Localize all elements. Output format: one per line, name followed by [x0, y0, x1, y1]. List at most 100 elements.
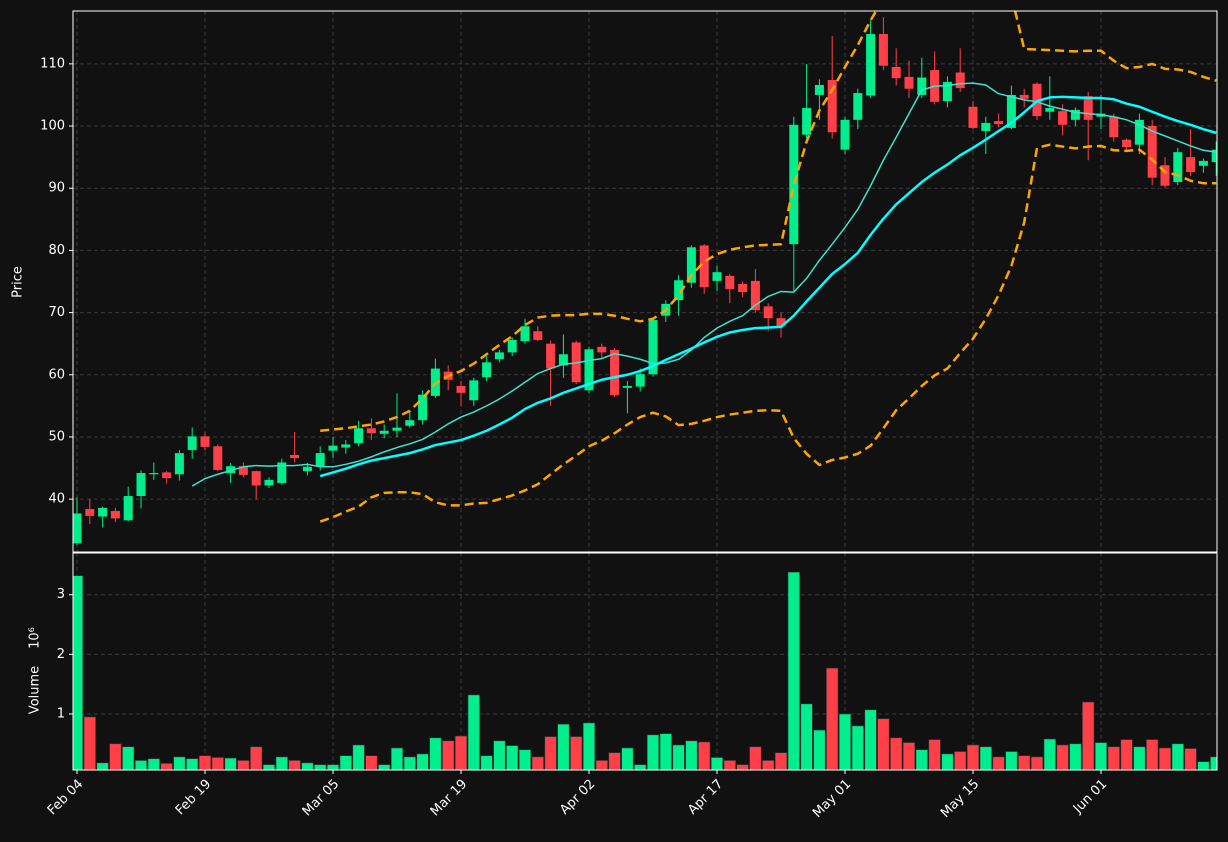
volume-bar — [442, 740, 455, 770]
candle-body — [392, 427, 402, 431]
volume-bar — [454, 735, 468, 770]
volume-bar — [800, 703, 813, 770]
volume-bar — [147, 758, 160, 770]
volume-bar — [173, 756, 186, 770]
volume-bar — [736, 764, 749, 770]
volume-bar — [480, 755, 493, 770]
volume-bar — [314, 764, 327, 770]
candle-body — [469, 380, 479, 401]
candle-body — [942, 81, 952, 102]
candle-body — [1173, 152, 1183, 183]
volume-bar — [864, 709, 877, 770]
volume-bar — [1094, 742, 1108, 770]
volume-bar — [954, 751, 967, 770]
price-marks — [73, 11, 1217, 546]
y-tick-label: 100 — [40, 119, 65, 134]
candle-body — [610, 349, 620, 396]
x-tick-label: Jun 01 — [1070, 777, 1110, 817]
volume-bar — [1171, 743, 1184, 770]
candle-body — [1045, 108, 1055, 112]
volume-bar — [838, 713, 852, 770]
candle-body — [405, 420, 415, 426]
candle-body — [840, 119, 850, 150]
volume-bar — [109, 743, 122, 770]
candle-body — [110, 510, 120, 519]
y-axis-label: Price — [11, 266, 26, 298]
volume-bar — [326, 764, 340, 770]
y-tick-label: 3 — [57, 587, 65, 602]
volume-bar — [1210, 756, 1217, 770]
candle-body — [482, 362, 492, 378]
volume-bar — [890, 737, 903, 770]
candle-body — [213, 446, 223, 470]
volume-bar — [83, 716, 96, 770]
volume-bar — [902, 742, 916, 770]
volume-bar — [352, 744, 365, 770]
volume-bar — [941, 753, 954, 770]
candle-body — [366, 428, 376, 434]
volume-bar — [96, 762, 109, 770]
volume-bar — [685, 740, 698, 770]
x-tick-label: May 15 — [938, 777, 982, 821]
volume-bar — [1043, 738, 1056, 770]
volume-bar — [339, 755, 352, 770]
candle-body — [802, 108, 812, 135]
volume-bar — [378, 764, 391, 770]
volume-bar — [211, 757, 224, 770]
y-tick-label: 70 — [48, 305, 65, 320]
volume-bar — [544, 736, 557, 770]
volume-bar — [518, 749, 532, 770]
candle-body — [1211, 149, 1217, 163]
y-tick-label: 90 — [48, 181, 65, 196]
volume-bar — [467, 694, 480, 770]
candle-body — [917, 77, 927, 95]
candle-body — [200, 436, 210, 447]
candle-body — [597, 346, 607, 353]
y-tick-label: 80 — [48, 243, 65, 258]
x-tick-label: Feb 04 — [45, 777, 87, 819]
candle-body — [290, 454, 300, 459]
volume-bar — [992, 756, 1005, 770]
volume-bar — [403, 756, 416, 770]
volume-bar — [365, 755, 378, 770]
candle-body — [315, 453, 325, 467]
volume-bar — [1056, 744, 1069, 770]
volume-bar — [787, 571, 800, 770]
candle-body — [968, 106, 978, 128]
volume-bar — [262, 764, 276, 770]
volume-bar — [288, 760, 301, 770]
y-axis-scale: 10⁶ — [28, 627, 43, 649]
volume-bar — [250, 746, 263, 770]
x-tick-label: Feb 19 — [173, 777, 215, 819]
candle-body — [1160, 165, 1170, 186]
volume-marks — [73, 571, 1217, 770]
candle-body — [73, 513, 82, 544]
y-tick-label: 50 — [48, 429, 65, 444]
candle-body — [379, 430, 389, 434]
candle-body — [418, 394, 428, 421]
candle-body — [456, 385, 466, 393]
candle-body — [994, 121, 1004, 125]
candle-body — [520, 326, 530, 342]
volume-bar — [1069, 743, 1082, 770]
candle-body — [891, 66, 901, 79]
volume-bar — [1030, 756, 1044, 770]
candle-body — [763, 306, 773, 319]
volume-bar — [1018, 755, 1031, 770]
y-tick-label: 2 — [57, 647, 65, 662]
volume-bar — [224, 757, 237, 770]
volume-bar — [621, 747, 634, 770]
volume-bar — [608, 752, 621, 770]
candle-body — [750, 280, 760, 311]
volume-bar — [851, 725, 864, 770]
volume-bar — [493, 740, 506, 770]
candle-body — [251, 471, 261, 486]
candle-body — [123, 496, 133, 521]
candle-body — [738, 283, 748, 293]
x-tick-label: Mar 19 — [428, 777, 471, 820]
volume-bar — [915, 749, 928, 770]
volume-bar — [1133, 746, 1146, 770]
volume-bar — [557, 723, 570, 770]
candle-body — [264, 479, 274, 486]
